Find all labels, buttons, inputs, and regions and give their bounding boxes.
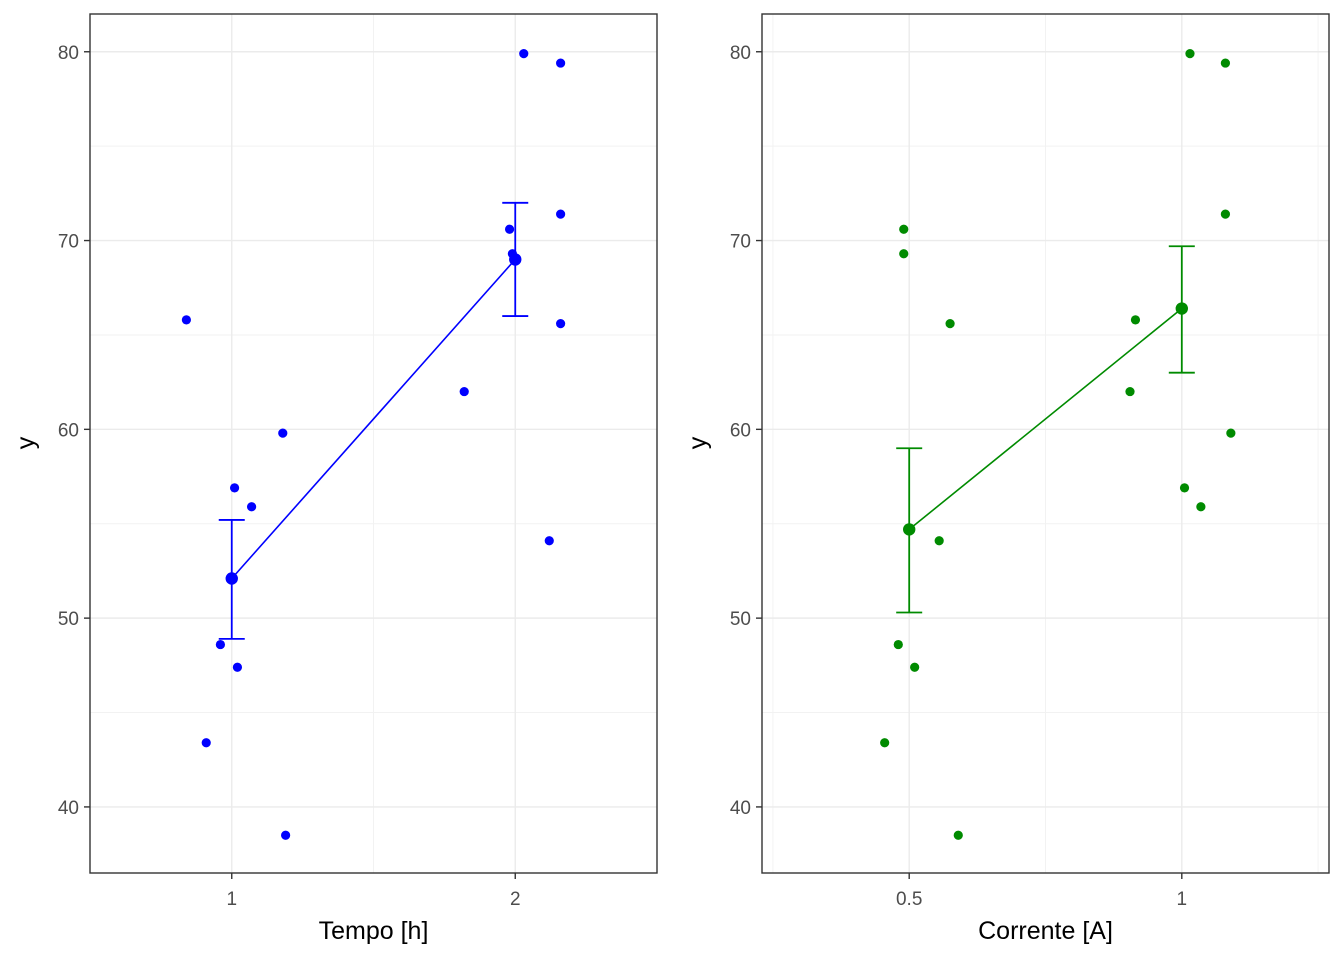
data-point — [1179, 483, 1190, 493]
data-point — [1220, 209, 1231, 219]
data-point — [556, 209, 566, 219]
data-point — [556, 319, 566, 329]
data-point — [459, 386, 469, 397]
x-axis-title: Corrente [A] — [978, 917, 1113, 945]
data-point — [504, 224, 515, 234]
data-point — [246, 502, 257, 512]
y-tick-label: 40 — [730, 798, 751, 819]
panel-border — [761, 13, 1330, 874]
data-point — [232, 662, 243, 672]
mean-point — [903, 523, 916, 536]
data-point — [181, 315, 191, 325]
data-point — [899, 249, 909, 259]
y-tick-label: 60 — [730, 420, 751, 441]
data-point — [519, 49, 529, 59]
data-point — [1196, 502, 1206, 512]
y-axis-title: y — [12, 436, 40, 449]
data-point — [281, 830, 291, 840]
mean-point — [509, 253, 522, 266]
data-point — [893, 639, 903, 650]
mean-line — [231, 258, 516, 580]
y-axis-title: y — [684, 436, 712, 449]
data-point — [1130, 315, 1141, 325]
data-point — [278, 428, 288, 438]
y-tick-label: 70 — [730, 232, 751, 253]
y-tick-label: 80 — [730, 43, 751, 64]
data-point — [1185, 49, 1195, 59]
data-point — [880, 738, 890, 748]
x-tick-label: 2 — [510, 889, 521, 910]
data-point — [229, 483, 240, 493]
y-tick-label: 40 — [58, 798, 79, 819]
data-point — [544, 536, 554, 546]
y-tick-label: 70 — [58, 232, 79, 253]
data-point — [1226, 428, 1236, 438]
mean-line — [908, 307, 1183, 531]
data-point — [934, 536, 944, 546]
x-tick-label: 1 — [226, 889, 237, 910]
data-point — [215, 639, 226, 650]
panel-tempo: 40 50 60 70 80 1 2 Tempo [h] y — [12, 13, 658, 945]
data-point — [556, 58, 566, 68]
data-point — [945, 319, 955, 329]
mean-point — [1175, 302, 1188, 315]
data-point — [1125, 386, 1135, 397]
y-tick-label: 50 — [730, 609, 751, 630]
data-point — [201, 738, 211, 748]
y-tick-label: 80 — [58, 43, 79, 64]
y-tick-label: 60 — [58, 420, 79, 441]
y-tick-label: 50 — [58, 609, 79, 630]
panel-corrente: 40 50 60 70 80 0.5 1 Corrente [A] y — [684, 13, 1330, 945]
x-tick-label: 0.5 — [896, 889, 922, 910]
x-tick-label: 1 — [1177, 889, 1188, 910]
mean-point — [225, 572, 238, 585]
data-point — [910, 662, 920, 672]
data-point — [1220, 58, 1231, 68]
data-point — [899, 224, 909, 234]
data-point — [953, 830, 963, 840]
panel-border — [89, 13, 658, 874]
x-axis-title: Tempo [h] — [319, 917, 429, 945]
